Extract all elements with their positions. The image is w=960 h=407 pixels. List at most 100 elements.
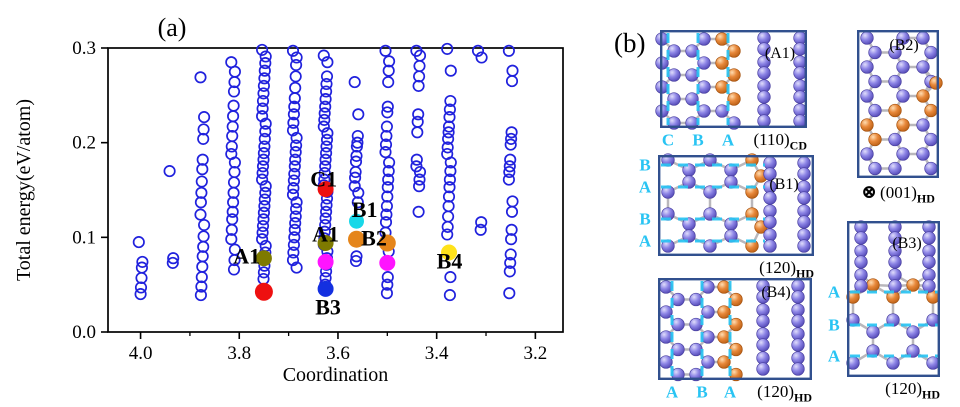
orange-atom bbox=[896, 118, 910, 132]
purple-atom bbox=[797, 239, 811, 253]
purple-atom bbox=[924, 132, 938, 147]
orange-atom bbox=[888, 103, 902, 118]
orange-atom bbox=[715, 56, 729, 70]
orange-atom bbox=[727, 44, 741, 58]
phase-subscript: HD bbox=[794, 390, 812, 405]
marker-B4 bbox=[441, 244, 457, 261]
orange-atom bbox=[929, 76, 943, 90]
marker-B3 bbox=[317, 280, 334, 297]
purple-atom bbox=[703, 239, 717, 253]
atoms bbox=[659, 279, 805, 382]
svg-text:A1: A1 bbox=[312, 221, 339, 246]
phase-subscript: HD bbox=[922, 387, 940, 402]
orange-atom bbox=[868, 132, 882, 147]
purple-atom bbox=[689, 292, 703, 307]
purple-atom bbox=[701, 280, 715, 294]
purple-atom bbox=[896, 60, 910, 74]
purple-atom bbox=[922, 231, 936, 245]
structure-A1-caption: (110)CD bbox=[660, 130, 807, 155]
purple-atom bbox=[682, 175, 696, 189]
atoms bbox=[661, 153, 811, 253]
structure-A1-label: (A1) bbox=[765, 45, 795, 62]
plane-label: (120) bbox=[757, 382, 794, 401]
purple-atom bbox=[682, 229, 696, 243]
point-labels: A1 C1 A1 B1 B2 B3 B4 bbox=[233, 167, 462, 320]
structure-A1-border bbox=[660, 30, 808, 128]
purple-atom bbox=[763, 215, 777, 229]
purple-atom bbox=[685, 44, 699, 58]
svg-text:B4: B4 bbox=[437, 248, 463, 273]
purple-atom bbox=[659, 280, 673, 294]
layer-label: A bbox=[665, 382, 679, 402]
purple-atom bbox=[906, 325, 920, 339]
stacking-guides bbox=[850, 290, 938, 358]
atoms bbox=[860, 31, 943, 176]
layer-label: B bbox=[692, 130, 704, 150]
phase-subscript: HD bbox=[916, 191, 935, 206]
purple-atom bbox=[791, 362, 805, 376]
svg-text:0.2: 0.2 bbox=[72, 133, 96, 154]
purple-atom bbox=[888, 255, 902, 269]
purple-atom bbox=[697, 32, 711, 46]
purple-atom bbox=[791, 314, 805, 328]
orange-atom bbox=[924, 103, 938, 118]
purple-atom bbox=[868, 74, 882, 89]
purple-atom bbox=[697, 80, 711, 94]
structure-B2-label: (B2) bbox=[889, 37, 918, 54]
purple-atom bbox=[860, 31, 874, 45]
axes: 4.0 3.8 3.6 3.4 3.2 0.0 0.1 0.2 0.3 Coordination T… bbox=[13, 38, 564, 386]
orange-atom bbox=[916, 89, 930, 103]
purple-atom bbox=[797, 167, 811, 181]
marker-unlabeled-red bbox=[254, 282, 273, 301]
plane-label: (120) bbox=[885, 379, 922, 398]
atoms bbox=[655, 31, 807, 130]
marker-B1 bbox=[349, 213, 364, 229]
svg-text:3.2: 3.2 bbox=[523, 343, 547, 364]
orange-atom bbox=[717, 330, 731, 344]
orange-atom bbox=[906, 278, 920, 292]
svg-text:0.0: 0.0 bbox=[72, 322, 96, 343]
stacking-guides bbox=[661, 163, 765, 243]
structure-B3-caption: (120)HD bbox=[847, 379, 940, 404]
purple-atom bbox=[888, 45, 902, 60]
purple-atom bbox=[756, 314, 770, 328]
purple-atom bbox=[756, 338, 770, 352]
marker-unlabeled-magenta bbox=[317, 253, 334, 270]
orange-atom bbox=[729, 292, 743, 307]
orange-atom bbox=[727, 68, 741, 82]
panel-b-structures: (b) (A1) (110)CD C B A (B2) ⊗ (001)HD (B1) (120)H… bbox=[600, 0, 960, 404]
purple-atom bbox=[701, 305, 715, 319]
purple-atom bbox=[763, 191, 777, 205]
purple-atom bbox=[763, 167, 777, 181]
y-axis-label: Total energy(eV/atom) bbox=[13, 99, 35, 281]
svg-text:B1: B1 bbox=[352, 197, 378, 222]
structure-A1: (A1) (110)CD C B A bbox=[655, 30, 808, 152]
purple-atom bbox=[793, 90, 807, 104]
purple-atom bbox=[793, 42, 807, 56]
orange-atom bbox=[729, 342, 743, 357]
purple-atom bbox=[854, 255, 868, 269]
purple-atom bbox=[854, 279, 868, 293]
layer-label: A bbox=[638, 177, 652, 197]
purple-atom bbox=[793, 66, 807, 80]
purple-atom bbox=[667, 68, 681, 82]
purple-atom bbox=[866, 325, 880, 339]
structure-A1-diagram: (A1) bbox=[655, 30, 808, 130]
marker-unlabeled-magenta bbox=[379, 254, 396, 271]
marker-A1 bbox=[317, 235, 334, 251]
purple-atom bbox=[926, 356, 940, 370]
marker-B2 bbox=[348, 230, 365, 248]
purple-atom bbox=[756, 362, 770, 376]
purple-atom bbox=[685, 68, 699, 82]
highlighted-points bbox=[254, 181, 457, 301]
plane-label: (110) bbox=[753, 130, 790, 149]
purple-atom bbox=[671, 342, 685, 357]
purple-atom bbox=[922, 279, 936, 293]
structure-B3-diagram: (B3) bbox=[846, 220, 940, 378]
purple-atom bbox=[715, 104, 729, 118]
structure-B4-caption: (120)HD bbox=[658, 382, 812, 407]
orange-atom bbox=[860, 118, 874, 132]
purple-atom bbox=[689, 317, 703, 332]
purple-atom bbox=[888, 74, 902, 89]
purple-atom bbox=[701, 330, 715, 344]
